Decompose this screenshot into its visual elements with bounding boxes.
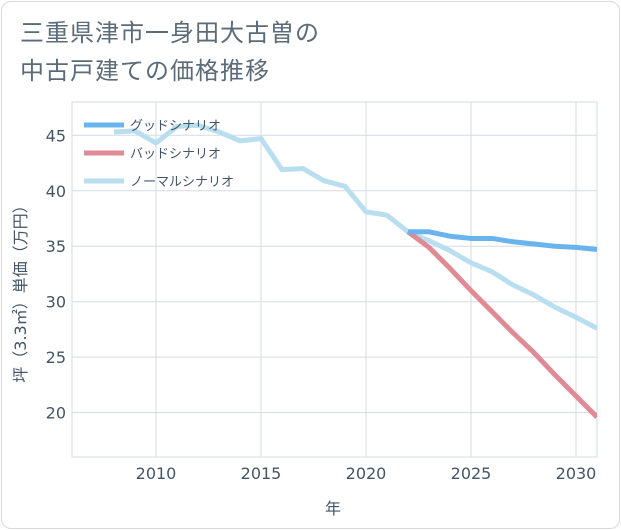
- x-axis-label: 年: [325, 499, 341, 518]
- x-tick-label-2030: 2030: [556, 464, 597, 483]
- y-tick-label-35: 35: [46, 237, 66, 256]
- x-tick-label-2010: 2010: [136, 464, 177, 483]
- legend-label-2: ノーマルシナリオ: [130, 175, 234, 190]
- y-tick-label-20: 20: [46, 404, 66, 423]
- data-series: [113, 122, 597, 419]
- chart-title-line-2: 中古戸建ての価格推移: [20, 57, 270, 85]
- y-axis-label: 坪（3.3㎡）単価（万円）: [11, 197, 30, 382]
- x-tick-label-2015: 2015: [241, 464, 282, 483]
- y-tick-label-25: 25: [46, 348, 66, 367]
- legend-label-1: バッドシナリオ: [130, 147, 221, 162]
- chart-title: 三重県津市一身田大古曽の 中古戸建ての価格推移: [20, 14, 320, 90]
- y-tick-label-45: 45: [46, 126, 66, 145]
- x-tick-label-2025: 2025: [451, 464, 492, 483]
- series-line-0: [408, 229, 597, 253]
- y-tick-label-30: 30: [46, 293, 66, 312]
- plot-area-border: [71, 101, 598, 458]
- y-tick-label-40: 40: [46, 182, 66, 201]
- chart-title-line-1: 三重県津市一身田大古曽の: [20, 19, 320, 47]
- series-line-1: [406, 229, 597, 419]
- x-tick-label-2020: 2020: [346, 464, 387, 483]
- legend-label-0: グッドシナリオ: [130, 119, 221, 134]
- series-line-2: [113, 122, 597, 331]
